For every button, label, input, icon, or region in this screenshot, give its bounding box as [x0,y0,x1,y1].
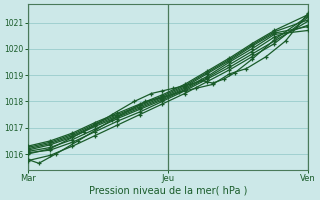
X-axis label: Pression niveau de la mer( hPa ): Pression niveau de la mer( hPa ) [89,186,247,196]
